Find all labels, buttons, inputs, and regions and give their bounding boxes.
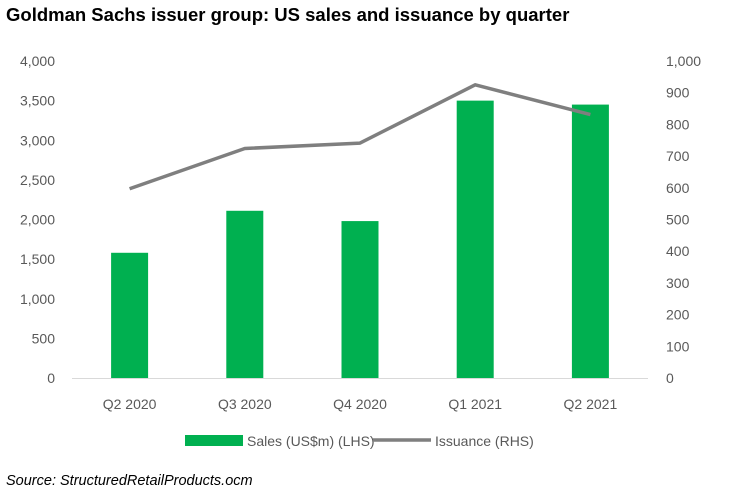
x-tick-label: Q3 2020 bbox=[218, 396, 272, 412]
x-tick-label: Q4 2020 bbox=[333, 396, 387, 412]
right-tick-label: 100 bbox=[666, 338, 690, 354]
issuance-line-path bbox=[129, 83, 591, 191]
left-tick-label: 500 bbox=[32, 330, 56, 346]
right-axis-ticks: 0 100 200 300 400 500 600 700 800 900 1,000 bbox=[666, 53, 701, 386]
sales-bars bbox=[111, 100, 609, 379]
right-tick-label: 600 bbox=[666, 180, 690, 196]
legend: Sales (US$m) (LHS) Issuance (RHS) bbox=[185, 433, 534, 449]
right-tick-label: 200 bbox=[666, 307, 690, 323]
sales-bar bbox=[226, 210, 264, 378]
right-tick-label: 1,000 bbox=[666, 53, 701, 69]
issuance-line bbox=[129, 83, 591, 191]
sales-bar bbox=[571, 104, 609, 379]
left-axis-ticks: 0 500 1,000 1,500 2,000 2,500 3,000 3,500 4,000 bbox=[20, 53, 55, 386]
x-axis-labels: Q2 2020 Q3 2020 Q4 2020 Q1 2021 Q2 2021 bbox=[103, 396, 618, 412]
left-tick-label: 3,000 bbox=[20, 132, 55, 148]
right-tick-label: 0 bbox=[666, 370, 674, 386]
x-tick-label: Q1 2021 bbox=[448, 396, 502, 412]
left-tick-label: 2,500 bbox=[20, 172, 55, 188]
left-tick-label: 3,500 bbox=[20, 93, 55, 109]
right-tick-label: 800 bbox=[666, 116, 690, 132]
left-tick-label: 1,500 bbox=[20, 251, 55, 267]
left-tick-label: 0 bbox=[47, 370, 55, 386]
sales-bar bbox=[111, 252, 149, 378]
chart-title: Goldman Sachs issuer group: US sales and… bbox=[6, 4, 570, 25]
sales-bar bbox=[456, 100, 494, 378]
x-tick-label: Q2 2021 bbox=[564, 396, 618, 412]
sales-bar bbox=[341, 221, 379, 378]
x-tick-label: Q2 2020 bbox=[103, 396, 157, 412]
right-tick-label: 700 bbox=[666, 148, 690, 164]
legend-issuance-label: Issuance (RHS) bbox=[435, 433, 534, 449]
right-tick-label: 900 bbox=[666, 85, 690, 101]
source-note: Source: StructuredRetailProducts.ocm bbox=[6, 473, 253, 489]
legend-sales-label: Sales (US$m) (LHS) bbox=[247, 433, 375, 449]
left-tick-label: 4,000 bbox=[20, 53, 55, 69]
right-tick-label: 400 bbox=[666, 243, 690, 259]
left-tick-label: 2,000 bbox=[20, 212, 55, 228]
right-tick-label: 300 bbox=[666, 275, 690, 291]
legend-sales-swatch bbox=[185, 435, 243, 446]
right-tick-label: 500 bbox=[666, 212, 690, 228]
left-tick-label: 1,000 bbox=[20, 291, 55, 307]
